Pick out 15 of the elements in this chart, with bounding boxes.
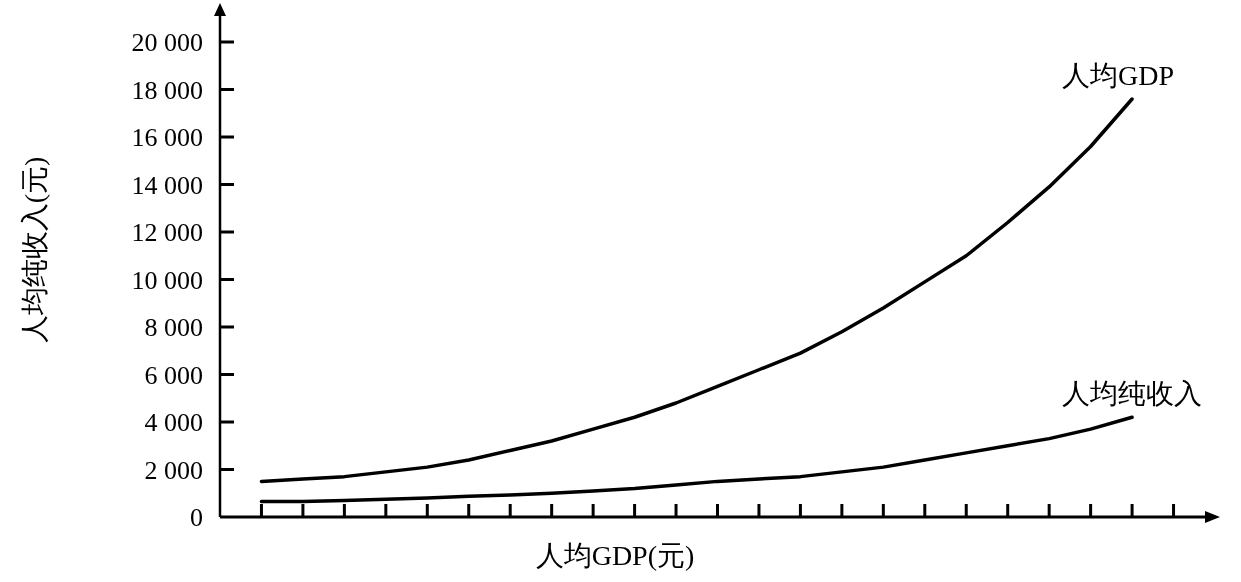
y-tick-label: 4 000 [144, 408, 203, 437]
x-axis-title: 人均GDP(元) [535, 540, 695, 571]
y-tick-label: 20 000 [131, 28, 203, 57]
y-tick-label: 10 000 [131, 265, 203, 295]
y-tick-label: 12 000 [131, 218, 203, 247]
y-tick-label: 0 [190, 503, 203, 532]
y-tick-label: 18 000 [131, 75, 203, 105]
series-label: 人均纯收入 [1062, 378, 1203, 410]
series-label: 人均GDP [1062, 60, 1175, 91]
y-tick-label: 14 000 [131, 170, 203, 200]
y-tick-label: 2 000 [144, 455, 203, 485]
y-tick-label: 8 000 [144, 313, 203, 342]
y-axis-title: 人均纯收入(元) [19, 156, 50, 344]
y-tick-label: 6 000 [144, 360, 203, 390]
y-tick-label: 16 000 [131, 123, 203, 152]
